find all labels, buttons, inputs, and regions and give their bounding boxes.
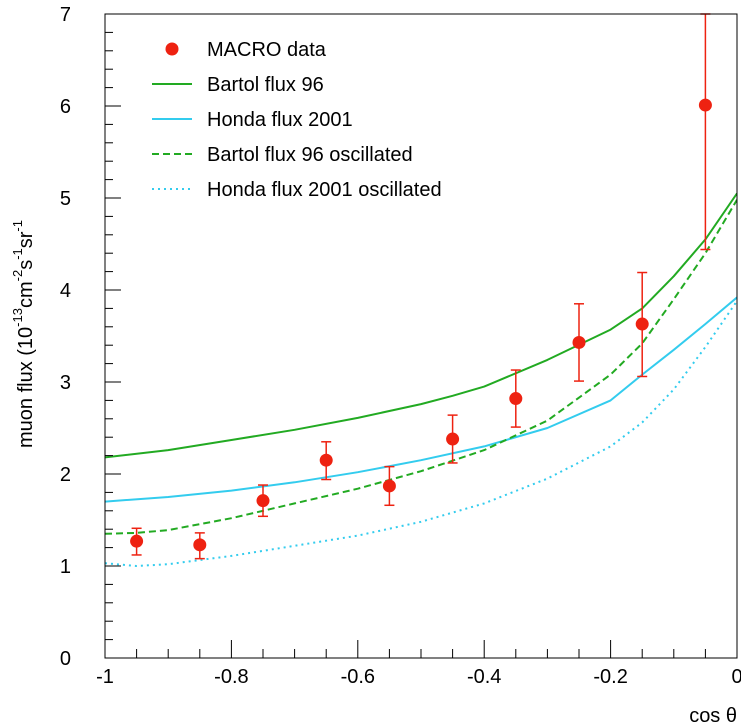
y-tick-label: 6 bbox=[60, 96, 71, 118]
y-tick-label: 3 bbox=[60, 372, 71, 394]
y-axis-title-exp3: -1 bbox=[10, 248, 25, 260]
legend: MACRO data Bartol flux 96 Honda flux 2001 B… bbox=[152, 39, 442, 201]
y-axis-title-u1: cm bbox=[15, 281, 37, 308]
x-tick-label: -0.2 bbox=[593, 666, 627, 688]
series-line-honda-flux-2001 bbox=[105, 296, 737, 503]
data-point-marker bbox=[635, 317, 649, 331]
y-tick-label: 0 bbox=[60, 648, 71, 670]
y-axis-title-u3: sr bbox=[15, 231, 37, 248]
data-point-marker bbox=[446, 432, 460, 446]
data-point bbox=[572, 303, 586, 382]
y-tick-label: 5 bbox=[60, 188, 71, 210]
legend-marker bbox=[165, 42, 179, 56]
y-axis-title: muon flux (10-13cm-2s-1sr-1 bbox=[10, 220, 37, 448]
y-axis-title-exp2: -2 bbox=[10, 270, 25, 282]
data-point bbox=[446, 414, 460, 464]
data-point-marker bbox=[256, 494, 270, 508]
data-point-marker bbox=[193, 538, 207, 552]
data-point bbox=[319, 441, 333, 481]
data-point bbox=[382, 465, 396, 507]
legend-label: Bartol flux 96 oscillated bbox=[207, 144, 413, 166]
data-point bbox=[193, 532, 207, 560]
y-tick-label: 4 bbox=[60, 280, 71, 302]
legend-entry-honda-flux-2001-oscillated: Honda flux 2001 oscillated bbox=[152, 179, 442, 201]
data-point-marker bbox=[130, 534, 144, 548]
x-tick-label: -1 bbox=[96, 666, 114, 688]
y-tick-label: 1 bbox=[60, 556, 71, 578]
y-axis-title-exp1: -13 bbox=[10, 308, 25, 327]
series-line-bartol-flux-96 bbox=[105, 192, 737, 459]
data-point-marker bbox=[319, 453, 333, 467]
data-point-marker bbox=[698, 98, 712, 112]
y-axis-title-prefix: muon flux (10 bbox=[15, 327, 37, 448]
legend-entry-honda-flux-2001: Honda flux 2001 bbox=[152, 109, 353, 131]
y-axis-title-exp4: -1 bbox=[10, 220, 25, 232]
legend-label: Honda flux 2001 bbox=[207, 109, 353, 131]
data-point-marker bbox=[382, 479, 396, 493]
legend-entry-macro-data: MACRO data bbox=[165, 39, 327, 61]
x-tick-label: -0.8 bbox=[214, 666, 248, 688]
x-tick-label: -0.6 bbox=[341, 666, 375, 688]
y-axis-title-u2: s bbox=[15, 260, 37, 270]
legend-label: Bartol flux 96 bbox=[207, 74, 324, 96]
data-point bbox=[698, 13, 712, 251]
axis-ticks: 0 1 2 3 4 5 6 7 -1 -0.8 -0.6 -0.4 -0.2 0 bbox=[60, 4, 741, 688]
data-point-marker bbox=[509, 392, 523, 406]
legend-label: Honda flux 2001 oscillated bbox=[207, 179, 442, 201]
series-line-honda-flux-2001-oscillated bbox=[105, 300, 737, 567]
data-point bbox=[509, 369, 523, 428]
legend-entry-bartol-flux-96: Bartol flux 96 bbox=[152, 74, 324, 96]
data-point-marker bbox=[572, 335, 586, 349]
legend-label: MACRO data bbox=[207, 39, 327, 61]
series-lines bbox=[105, 192, 737, 567]
x-axis-title: cos θ bbox=[689, 705, 737, 727]
legend-entry-bartol-flux-96-oscillated: Bartol flux 96 oscillated bbox=[152, 144, 413, 166]
x-tick-label: 0 bbox=[731, 666, 741, 688]
y-tick-label: 7 bbox=[60, 4, 71, 26]
x-tick-label: -0.4 bbox=[467, 666, 501, 688]
data-point bbox=[635, 271, 649, 378]
data-point bbox=[130, 527, 144, 556]
y-tick-label: 2 bbox=[60, 464, 71, 486]
data-point bbox=[256, 484, 270, 518]
data-points bbox=[130, 13, 712, 560]
